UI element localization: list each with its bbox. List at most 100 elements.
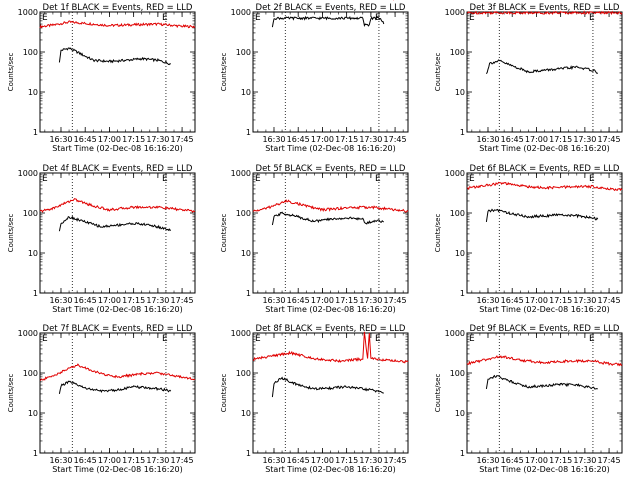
panel-title: Det 4f BLACK = Events, RED = LLD <box>43 164 193 174</box>
y-tick-label: 10 <box>455 249 465 258</box>
plot-frame <box>252 172 409 294</box>
x-tick-label: 17:15 <box>122 296 145 305</box>
x-tick-label: 17:15 <box>335 135 358 144</box>
y-axis-label: Counts/sec <box>220 53 228 92</box>
detector-panel: Det 2f BLACK = Events, RED = LLD 1 10 100 10… <box>220 0 409 153</box>
panel-title: Det 1f BLACK = Events, RED = LLD <box>43 3 193 13</box>
lld-series-line <box>39 197 196 213</box>
x-tick-label: 16:30 <box>262 135 285 144</box>
x-tick-label: 16:30 <box>262 296 285 305</box>
y-tick-label: 1000 <box>445 329 465 338</box>
corner-mark: E <box>589 174 595 184</box>
y-tick-label: 10 <box>28 249 38 258</box>
y-axis-label: Counts/sec <box>7 214 15 253</box>
x-tick-label: 16:45 <box>501 135 524 144</box>
x-axis-label: Start Time (02-Dec-08 16:16:20) <box>52 465 183 474</box>
y-tick-label: 100 <box>450 209 465 218</box>
x-axis-label: Start Time (02-Dec-08 16:16:20) <box>479 144 610 153</box>
events-series-line <box>485 374 598 390</box>
plot-frame <box>39 11 196 133</box>
detector-panel: Det 8f BLACK = Events, RED = LLD 1 10 100 10… <box>220 324 409 474</box>
x-tick-label: 17:00 <box>98 135 121 144</box>
y-tick-label: 1 <box>33 128 38 137</box>
x-tick-label: 17:00 <box>311 135 334 144</box>
corner-mark: E <box>162 13 168 23</box>
x-tick-label: 17:30 <box>146 456 169 465</box>
x-tick-label: 17:15 <box>335 456 358 465</box>
x-tick-label: 16:45 <box>287 135 310 144</box>
detector-panel: Det 4f BLACK = Events, RED = LLD 1 10 100 10… <box>7 164 196 314</box>
y-tick-label: 1000 <box>445 8 465 17</box>
x-tick-label: 17:00 <box>525 296 548 305</box>
y-tick-label: 100 <box>450 369 465 378</box>
x-tick-label: 16:30 <box>49 135 72 144</box>
lld-series-line <box>252 198 409 213</box>
x-tick-label: 17:45 <box>384 456 407 465</box>
y-tick-label: 1 <box>460 289 465 298</box>
corner-mark: E <box>255 334 261 344</box>
x-tick-label: 16:45 <box>74 456 97 465</box>
x-tick-label: 16:30 <box>49 456 72 465</box>
panel-title: Det 2f BLACK = Events, RED = LLD <box>256 3 406 13</box>
y-tick-label: 1 <box>33 449 38 458</box>
y-tick-label: 1 <box>246 128 251 137</box>
x-tick-label: 17:00 <box>311 296 334 305</box>
x-tick-label: 17:45 <box>171 135 194 144</box>
y-axis-label: Counts/sec <box>7 53 15 92</box>
x-tick-label: 17:30 <box>359 135 382 144</box>
panel-title: Det 7f BLACK = Events, RED = LLD <box>43 324 193 334</box>
lld-series-line <box>467 10 623 15</box>
x-tick-label: 17:45 <box>384 296 407 305</box>
lld-series-line <box>39 20 196 29</box>
x-tick-label: 17:30 <box>359 456 382 465</box>
x-axis-label: Start Time (02-Dec-08 16:16:20) <box>265 144 396 153</box>
y-tick-label: 1000 <box>231 8 251 17</box>
x-tick-label: 16:30 <box>476 296 499 305</box>
x-tick-label: 17:00 <box>98 296 121 305</box>
x-tick-label: 17:30 <box>359 296 382 305</box>
x-tick-label: 17:00 <box>525 135 548 144</box>
panel-title: Det 9f BLACK = Events, RED = LLD <box>470 324 620 334</box>
lld-series-line <box>39 363 196 381</box>
events-series-line <box>271 15 385 28</box>
panel-title: Det 8f BLACK = Events, RED = LLD <box>256 324 406 334</box>
y-tick-label: 100 <box>23 48 38 57</box>
y-axis-label: Counts/sec <box>220 214 228 253</box>
x-axis-label: Start Time (02-Dec-08 16:16:20) <box>52 144 183 153</box>
panel-title: Det 5f BLACK = Events, RED = LLD <box>256 164 406 174</box>
x-tick-label: 17:45 <box>598 135 621 144</box>
x-tick-label: 17:45 <box>598 296 621 305</box>
x-axis-label: Start Time (02-Dec-08 16:16:20) <box>479 305 610 314</box>
lld-series-line <box>466 355 623 367</box>
x-tick-label: 17:45 <box>171 456 194 465</box>
x-tick-label: 17:15 <box>549 135 572 144</box>
x-tick-label: 16:45 <box>74 135 97 144</box>
corner-mark: E <box>255 13 261 23</box>
panel-title: Det 3f BLACK = Events, RED = LLD <box>470 3 620 13</box>
x-axis-label: Start Time (02-Dec-08 16:16:20) <box>52 305 183 314</box>
y-tick-label: 1 <box>33 289 38 298</box>
x-tick-label: 16:45 <box>501 296 524 305</box>
x-tick-label: 17:00 <box>98 456 121 465</box>
lld-series-line <box>466 181 623 192</box>
x-tick-label: 17:15 <box>549 456 572 465</box>
x-tick-label: 17:15 <box>122 456 145 465</box>
y-tick-label: 100 <box>23 369 38 378</box>
corner-mark: E <box>589 334 595 344</box>
y-tick-label: 1 <box>460 128 465 137</box>
y-tick-label: 10 <box>455 88 465 97</box>
events-series-line <box>58 380 172 394</box>
corner-mark: E <box>469 174 475 184</box>
x-tick-label: 17:30 <box>146 135 169 144</box>
y-tick-label: 1 <box>246 449 251 458</box>
x-tick-label: 17:00 <box>311 456 334 465</box>
events-series-line <box>485 208 599 222</box>
x-tick-label: 17:45 <box>598 456 621 465</box>
corner-mark: E <box>42 13 48 23</box>
y-tick-label: 10 <box>241 409 251 418</box>
x-tick-label: 17:30 <box>146 296 169 305</box>
y-tick-label: 10 <box>241 88 251 97</box>
x-tick-label: 17:30 <box>573 135 596 144</box>
x-tick-label: 17:30 <box>573 296 596 305</box>
